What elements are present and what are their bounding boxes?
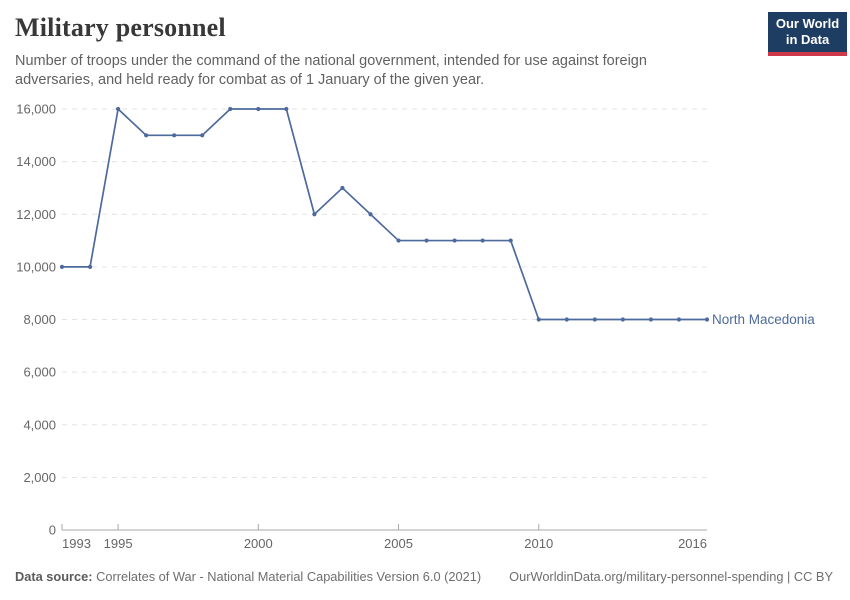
y-tick-label: 2,000 — [23, 470, 56, 485]
data-point[interactable] — [284, 106, 289, 112]
owid-logo-line2: in Data — [785, 32, 830, 48]
y-tick-label: 8,000 — [23, 312, 56, 327]
data-point[interactable] — [368, 212, 373, 217]
data-point[interactable] — [172, 133, 177, 138]
data-point[interactable] — [87, 264, 93, 269]
data-point[interactable] — [676, 317, 682, 322]
page-title: Military personnel — [15, 13, 226, 42]
data-point[interactable] — [312, 212, 317, 217]
data-point[interactable] — [648, 317, 654, 322]
data-point[interactable] — [508, 238, 513, 243]
data-point[interactable] — [115, 106, 121, 112]
owid-url-link[interactable]: OurWorldinData.org/military-personnel-sp… — [509, 569, 833, 584]
data-point[interactable] — [424, 238, 429, 243]
series-line[interactable] — [62, 108, 707, 321]
x-tick-label: 2000 — [244, 536, 273, 551]
data-point[interactable] — [396, 238, 401, 243]
y-tick-label: 6,000 — [23, 365, 56, 380]
data-point[interactable] — [564, 317, 569, 322]
y-tick-label: 4,000 — [23, 417, 56, 432]
data-point[interactable] — [200, 133, 205, 138]
x-tick-label: 1995 — [104, 536, 133, 551]
owid-logo-box: Our World in Data — [768, 12, 847, 52]
data-source-text: Correlates of War - National Material Ca… — [92, 569, 482, 584]
owid-logo-line1: Our World — [775, 16, 840, 31]
data-point[interactable] — [144, 133, 149, 138]
data-point[interactable] — [452, 238, 457, 243]
x-tick-label: 1993 — [62, 536, 91, 551]
data-point[interactable] — [59, 264, 65, 269]
y-tick-label: 0 — [49, 523, 56, 538]
data-point[interactable] — [228, 106, 233, 112]
y-tick-label: 10,000 — [16, 259, 56, 274]
data-point[interactable] — [620, 317, 625, 322]
y-tick-label: 16,000 — [16, 102, 56, 117]
data-point[interactable] — [592, 317, 597, 322]
data-point[interactable] — [480, 238, 485, 243]
series-label[interactable]: North Macedonia — [712, 312, 815, 327]
x-tick-label: 2016 — [678, 536, 707, 551]
owid-logo[interactable]: Our World in Data — [768, 12, 847, 56]
x-tick-label: 2005 — [384, 536, 413, 551]
data-point[interactable] — [256, 106, 261, 112]
y-tick-label: 14,000 — [16, 154, 56, 169]
y-tick-label: 12,000 — [16, 207, 56, 222]
owid-logo-accent-bar — [768, 51, 847, 56]
data-source-label: Data source: — [15, 569, 93, 584]
data-point[interactable] — [704, 317, 710, 322]
data-point[interactable] — [536, 317, 541, 322]
x-tick-label: 2010 — [524, 536, 553, 551]
data-source-note: Data source: Correlates of War - Nationa… — [15, 569, 481, 584]
chart-footer: Data source: Correlates of War - Nationa… — [15, 569, 833, 584]
chart-subtitle: Number of troops under the command of th… — [15, 53, 647, 89]
data-point[interactable] — [340, 185, 345, 191]
